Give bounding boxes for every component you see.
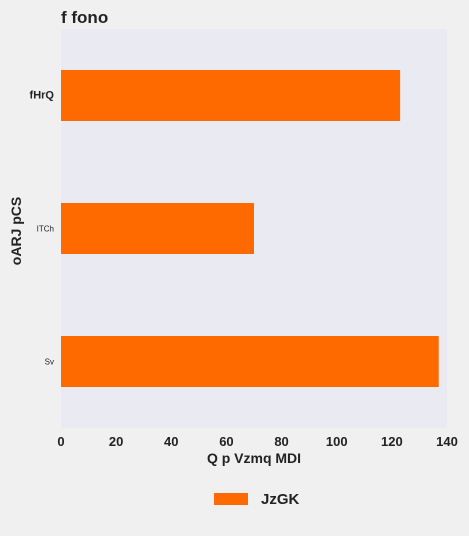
x-tick-20: 20 bbox=[109, 434, 123, 449]
category-labels: fHrQ ITCh Sv bbox=[30, 90, 55, 367]
legend: JzGK bbox=[214, 491, 300, 508]
bars-layer bbox=[61, 70, 439, 387]
x-tick-120: 120 bbox=[381, 434, 403, 449]
x-tick-140: 140 bbox=[436, 434, 458, 449]
x-tick-80: 80 bbox=[274, 434, 288, 449]
x-tick-0: 0 bbox=[57, 434, 64, 449]
category-label-fhrq: fHrQ bbox=[30, 90, 55, 102]
legend-swatch bbox=[214, 493, 248, 505]
category-label-sv: Sv bbox=[45, 358, 54, 367]
legend-label: JzGK bbox=[261, 491, 300, 508]
x-tick-40: 40 bbox=[164, 434, 178, 449]
chart-title: f fono bbox=[61, 8, 108, 27]
x-tick-labels: 0 20 40 60 80 100 120 140 bbox=[57, 434, 457, 449]
category-label-itch: ITCh bbox=[37, 225, 54, 234]
x-tick-100: 100 bbox=[326, 434, 348, 449]
x-tick-60: 60 bbox=[219, 434, 233, 449]
bar-fhrq bbox=[61, 70, 401, 121]
bar-sv bbox=[61, 336, 439, 387]
bar-itch bbox=[61, 203, 254, 254]
y-axis-title: oARJ pCS bbox=[8, 197, 24, 265]
x-axis-title: Q p Vzmq MDI bbox=[207, 450, 301, 466]
